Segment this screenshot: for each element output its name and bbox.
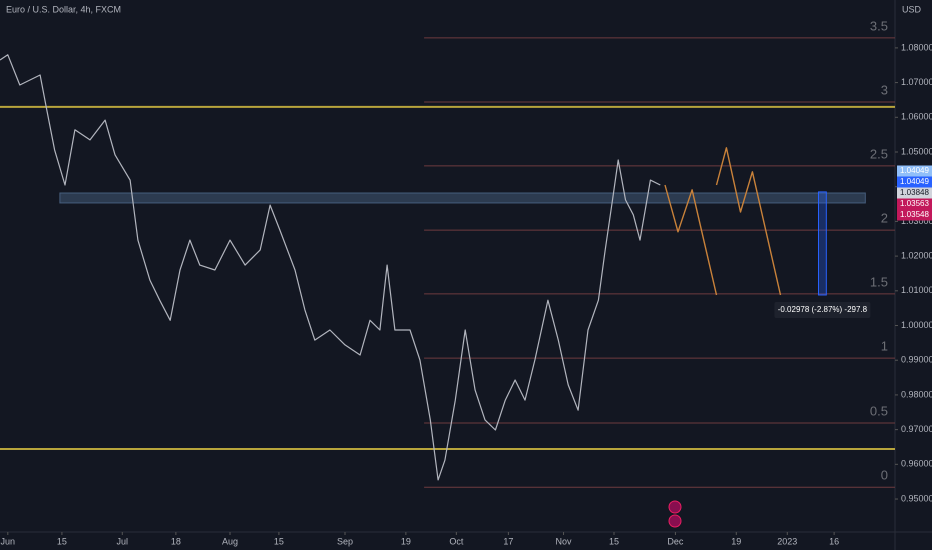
y-tick-label: 1.01000 <box>901 285 932 295</box>
fib-label: 0 <box>881 468 888 483</box>
y-tick-label: 0.98000 <box>901 389 932 399</box>
y-tick-label: 1.00000 <box>901 320 932 330</box>
y-tick-label: 0.97000 <box>901 424 932 434</box>
x-tick-label: 17 <box>503 536 513 546</box>
price-label: 1.04049 <box>900 177 929 186</box>
price-label: 1.03563 <box>900 199 929 208</box>
measure-label-bg <box>774 301 871 318</box>
y-tick-label: 1.08000 <box>901 42 932 52</box>
price-label-bg <box>897 198 932 210</box>
x-tick-label: 15 <box>274 536 284 546</box>
price-label: 1.04049 <box>900 166 929 175</box>
measure-label: -0.02978 (-2.87%) -297.8 <box>778 305 868 314</box>
x-tick-label: Jun <box>1 536 16 546</box>
y-tick-label: 1.07000 <box>901 77 932 87</box>
price-line <box>0 54 661 481</box>
forecast-path <box>715 147 782 296</box>
x-tick-label: 16 <box>829 536 839 546</box>
y-tick-label: 0.99000 <box>901 355 932 365</box>
fib-label: 3 <box>881 82 888 97</box>
price-label-bg <box>897 176 932 188</box>
x-tick-label: Jul <box>117 536 129 546</box>
x-tick-label: 19 <box>731 536 741 546</box>
fib-label: 2.5 <box>870 146 888 161</box>
price-label-bg <box>897 165 932 177</box>
x-tick-label: Oct <box>449 536 464 546</box>
fib-label: 0.5 <box>870 403 888 418</box>
fib-label: 1.5 <box>870 274 888 289</box>
x-tick-label: 15 <box>609 536 619 546</box>
zone <box>59 192 866 204</box>
x-tick-label: Sep <box>337 536 353 546</box>
event-icon[interactable] <box>668 500 682 514</box>
event-icon[interactable] <box>668 514 682 528</box>
x-tick-label: 19 <box>401 536 411 546</box>
x-tick-label: Nov <box>556 536 573 546</box>
y-tick-label: 1.05000 <box>901 146 932 156</box>
measure-range <box>818 191 827 296</box>
price-label-bg <box>897 209 932 221</box>
currency: USD <box>902 4 922 14</box>
fib-label: 2 <box>881 211 888 226</box>
price-label: 1.03548 <box>900 210 929 219</box>
y-tick-label: 0.95000 <box>901 493 932 503</box>
fib-label: 1 <box>881 339 888 354</box>
x-tick-label: 15 <box>57 536 67 546</box>
x-tick-label: 2023 <box>777 536 797 546</box>
price-label: 1.03848 <box>900 188 929 197</box>
x-tick-label: Dec <box>667 536 684 546</box>
forecast-path <box>664 184 718 296</box>
y-tick-label: 1.06000 <box>901 112 932 122</box>
chart-title: Euro / U.S. Dollar, 4h, FXCM <box>6 4 121 14</box>
y-tick-label: 1.02000 <box>901 250 932 260</box>
y-tick-label: 0.96000 <box>901 459 932 469</box>
x-tick-label: 18 <box>171 536 181 546</box>
y-tick-label: 1.03000 <box>901 216 932 226</box>
x-tick-label: Aug <box>222 536 238 546</box>
fib-label: 3.5 <box>870 18 888 33</box>
price-label-bg <box>897 187 932 199</box>
